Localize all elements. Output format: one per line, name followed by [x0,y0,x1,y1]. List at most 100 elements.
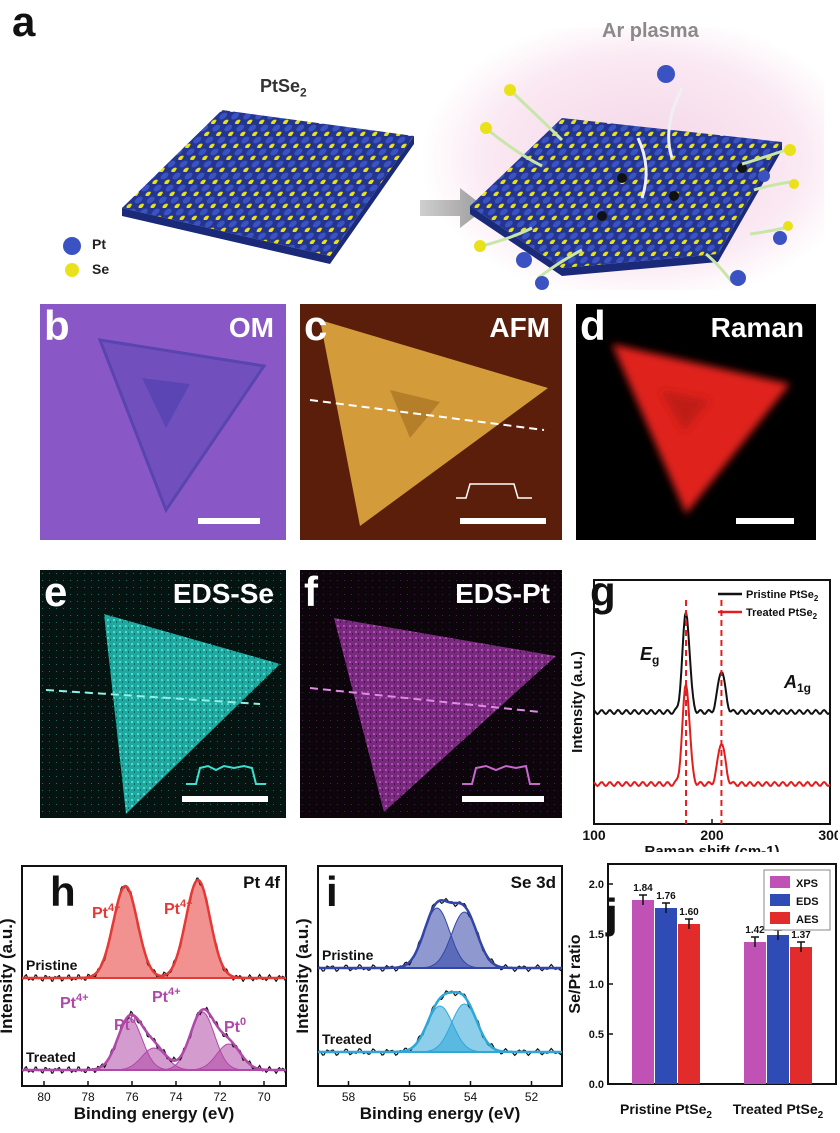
eds-se-line-scan [45,689,261,705]
raman-y-axis-label: Intensity (a.u.) [569,651,586,753]
panel-g: 100 200 300 Raman shift (cm-1) Intensity (a.… [566,562,840,860]
panel-e-title: EDS-Se [172,578,274,609]
panel-a-illustration [42,28,824,290]
panel-b-scale-bar [198,518,260,524]
h-peak-label: Pt0 [224,1016,246,1036]
panel-b: b OM [40,304,286,540]
pristine-title-text: PtSe [260,76,301,96]
i-series-label: Pristine [322,947,374,963]
i-title: Se 3d [511,873,556,892]
panel-c-label: c [304,304,328,349]
panel-g-label: g [590,568,616,615]
h-x-tick-label: 72 [213,1090,227,1104]
i-y-axis-label: Intensity (a.u.) [293,918,312,1033]
j-value-label: 1.37 [791,930,811,941]
panel-a-label: a [12,0,36,45]
panel-d-title: Raman [710,312,804,343]
i-x-tick-label: 56 [403,1090,417,1104]
h-x-tick-label: 78 [81,1090,95,1104]
j-legend-label: AES [796,914,819,926]
process-arrow [420,188,486,228]
xps-pt4f-chart: Pristine Treated 80 78 76 74 72 70 Binding energ… [0,865,287,1123]
raman-series-0 [593,611,831,716]
treated-sheet [470,118,782,268]
panel-f-label: f [304,570,318,615]
i-x-axis-label: Binding energy (eV) [360,1104,521,1123]
panel-d: d Raman [576,304,816,540]
j-y-tick-label: 1.5 [589,929,604,941]
h-series-label: Pristine [26,957,78,973]
legend-se-label: Se [92,261,110,277]
panel-e-scale-bar [182,796,268,802]
legend-pt-swatch [63,237,81,255]
panel-j-label: j [606,890,618,937]
panel-c-scale-bar [460,518,546,524]
panel-h: Pristine Treated 80 78 76 74 72 70 Binding energ… [0,860,292,1128]
eds-se-profile [186,764,266,785]
j-category-label: Pristine PtSe2 [620,1101,712,1121]
j-legend-label: XPS [796,878,818,890]
afm-line-profile-path [309,399,545,431]
i-series-label: Treated [322,1031,372,1047]
panel-b-image [97,338,267,514]
panel-b-label: b [44,304,70,349]
h-plot-frame [21,865,287,1087]
j-value-label: 1.84 [633,883,653,894]
j-y-tick-label: 1.0 [589,979,604,991]
j-y-axis-label: Se/Pt ratio [568,934,584,1013]
raman-legend-label: Pristine PtSe2 [746,589,819,603]
pristine-title-sub: 2 [300,85,307,100]
se-pt-ratio-chart: 0.0 0.5 1.0 1.5 2.0 Se/Pt ratio 1.841.761.60 Pr… [567,863,837,1121]
panel-f-title: EDS-Pt [455,578,550,609]
panel-i-label: i [326,868,338,915]
i-x-tick-label: 54 [464,1090,478,1104]
j-bar [632,900,654,1084]
j-legend-label: EDS [796,896,819,908]
i-x-tick-label: 58 [342,1090,356,1104]
h-series-label: Treated [26,1049,76,1065]
raman-legend-label: Treated PtSe2 [746,607,818,621]
panel-e-image [40,570,286,818]
panel-d-label: d [580,304,606,349]
j-legend-swatch [770,912,790,924]
panel-e: e EDS-Se [40,570,286,818]
h-title: Pt 4f [243,873,280,892]
panel-c-image [309,320,548,526]
h-peak-label: Pt4+ [60,992,89,1012]
h-x-tick-label: 76 [125,1090,139,1104]
j-value-label: 1.42 [745,925,765,936]
h-y-axis-label: Intensity (a.u.) [0,918,16,1033]
j-bar [744,942,766,1084]
panel-e-label: e [44,570,68,615]
panel-c-title: AFM [489,312,550,343]
pristine-title: PtSe2 [260,76,307,100]
j-bar [767,935,789,1084]
xps-se3d-chart: Pristine Treated 58 56 54 52 Binding energy (e… [293,865,563,1123]
afm-height-profile [456,483,532,499]
j-y-tick-label: 2.0 [589,879,604,891]
j-value-label: 1.76 [656,891,676,902]
j-bar [790,947,812,1084]
j-category-label: Treated PtSe2 [733,1101,824,1121]
h-x-tick-label: 70 [257,1090,271,1104]
j-y-tick-label: 0.0 [589,1079,604,1091]
j-plot-frame [607,863,837,1085]
raman-x-tick-label: 100 [582,827,606,843]
panel-d-scale-bar [736,518,794,524]
panel-h-label: h [50,868,76,915]
raman-series-1 [593,683,831,788]
panel-f-scale-bar [462,796,544,802]
i-x-tick-label: 52 [525,1090,539,1104]
panel-j: 0.0 0.5 1.0 1.5 2.0 Se/Pt ratio 1.84 1.76 1.60 Pr… [567,860,840,1128]
h-peak-label: Pt4+ [152,986,181,1006]
raman-x-tick-label: 200 [700,827,724,843]
panel-a: a PtSe2 Ar plasma Pt Se [12,0,824,290]
panel-i: Pristine Treated 58 56 54 52 Binding energy (e… [292,860,568,1128]
panel-f: f EDS-Pt [300,570,562,818]
raman-x-tick-label: 300 [818,827,838,843]
raman-x-axis-label: Raman shift (cm-1) [644,843,779,852]
j-legend-swatch [770,876,790,888]
panel-f-image [300,570,562,818]
j-bar [655,908,677,1084]
panel-c: c AFM [300,304,562,540]
